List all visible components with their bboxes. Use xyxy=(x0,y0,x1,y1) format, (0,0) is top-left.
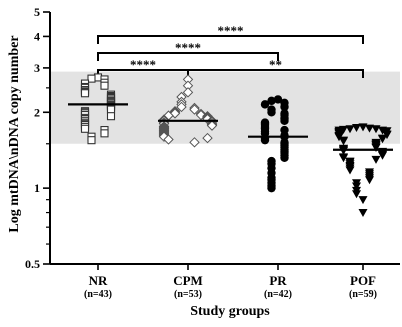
data-point xyxy=(339,137,348,146)
y-tick-label: 3 xyxy=(34,61,40,75)
x-tick-label: CPM xyxy=(173,273,203,288)
data-point xyxy=(378,151,387,160)
data-point xyxy=(352,190,361,199)
data-point xyxy=(260,135,270,145)
data-point xyxy=(100,129,109,138)
data-point xyxy=(80,124,90,133)
data-point xyxy=(267,108,276,117)
x-tick-label: POF xyxy=(350,273,376,288)
data-point xyxy=(169,108,181,119)
y-tick-label: 5 xyxy=(34,5,40,19)
y-tick-label: 2 xyxy=(34,105,40,119)
data-point xyxy=(80,89,90,98)
data-point xyxy=(182,87,194,98)
data-point xyxy=(267,183,276,193)
data-point xyxy=(358,123,368,132)
data-point xyxy=(87,74,96,83)
data-point xyxy=(267,96,276,106)
data-point xyxy=(358,209,368,218)
data-point xyxy=(195,109,207,121)
data-point xyxy=(206,120,218,131)
y-tick-label: 4 xyxy=(34,29,40,43)
significance-bracket xyxy=(97,35,364,44)
group-n-label: (n=43) xyxy=(84,289,112,300)
data-point xyxy=(280,102,289,112)
data-point xyxy=(273,95,283,104)
x-tick-label: PR xyxy=(269,273,287,288)
data-point xyxy=(345,125,355,134)
data-point xyxy=(358,196,368,205)
data-point xyxy=(163,134,174,145)
group-n-label: (n=53) xyxy=(174,289,202,300)
data-point xyxy=(334,133,344,142)
data-point xyxy=(202,132,213,144)
group-n-label: (n=59) xyxy=(349,289,377,300)
data-point xyxy=(365,176,374,185)
x-tick-label: NR xyxy=(89,273,108,288)
y-axis-title: Log mtDNA\nDNA copy number xyxy=(7,35,22,232)
data-point xyxy=(371,125,381,134)
data-point xyxy=(106,105,116,114)
significance-bracket xyxy=(97,52,279,61)
data-point xyxy=(280,116,289,126)
data-point xyxy=(365,124,374,133)
data-point xyxy=(339,154,348,163)
data-point xyxy=(87,136,96,145)
significance-label: ** xyxy=(269,57,282,72)
data-point xyxy=(100,81,109,90)
data-point xyxy=(345,166,355,175)
x-axis-title: Study groups xyxy=(190,304,270,319)
significance-bracket xyxy=(187,69,364,78)
data-point xyxy=(371,143,381,152)
data-point xyxy=(352,182,361,191)
data-point xyxy=(382,131,392,140)
group-n-label: (n=42) xyxy=(264,289,292,300)
data-point xyxy=(378,135,387,144)
data-point xyxy=(93,73,103,82)
significance-label: **** xyxy=(130,57,156,72)
significance-label: **** xyxy=(218,23,244,38)
significance-label: **** xyxy=(175,40,201,55)
data-point xyxy=(189,137,200,148)
data-point xyxy=(371,155,381,164)
y-tick-label: 1 xyxy=(34,181,40,195)
data-point xyxy=(260,100,270,109)
data-point xyxy=(176,101,187,113)
data-point xyxy=(189,104,200,115)
data-point xyxy=(106,112,116,121)
data-point xyxy=(280,153,289,162)
data-point xyxy=(352,124,361,133)
y-tick-label: 0.5 xyxy=(25,257,40,271)
